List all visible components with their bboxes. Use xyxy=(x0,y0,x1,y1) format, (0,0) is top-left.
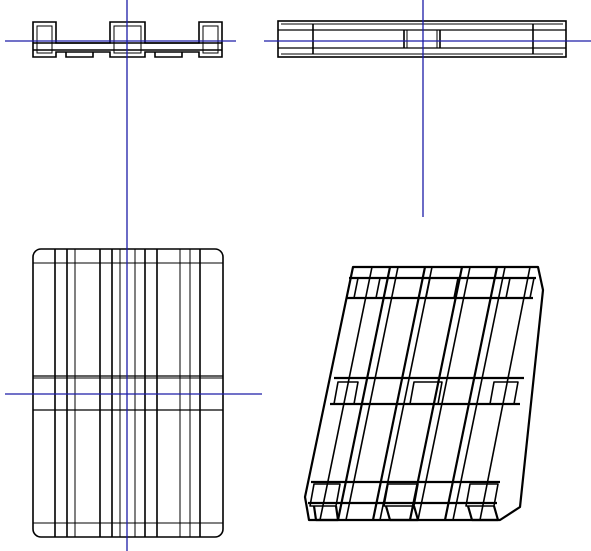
side-view[interactable] xyxy=(277,20,567,58)
isometric-view[interactable] xyxy=(303,265,545,522)
view-axes xyxy=(5,0,591,551)
top-view[interactable] xyxy=(32,248,224,538)
